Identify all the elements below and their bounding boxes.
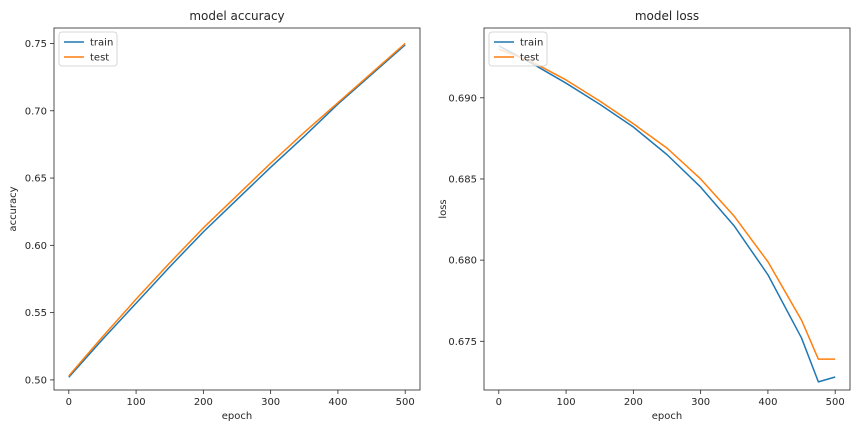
series-line-test — [498, 48, 836, 360]
x-axis-label: epoch — [652, 411, 682, 422]
y-tick-label: 0.70 — [25, 106, 47, 117]
y-tick-label: 0.55 — [25, 308, 47, 319]
y-tick-label: 0.65 — [25, 174, 47, 185]
y-tick-label: 0.60 — [25, 241, 47, 252]
x-tick-label: 300 — [261, 397, 280, 408]
legend: train test — [58, 31, 118, 67]
x-tick-label: 300 — [691, 397, 710, 408]
plot-area — [54, 28, 420, 390]
y-axis-label: loss — [438, 199, 449, 218]
x-tick-label: 400 — [758, 397, 777, 408]
legend-label-train: train — [520, 38, 543, 49]
series-line-train — [498, 45, 836, 383]
x-tick-label: 200 — [194, 397, 213, 408]
legend-label-test: test — [520, 53, 539, 64]
accuracy-chart: model accuracy 0 100 200 300 400 500 0.50 0.55 0.… — [8, 9, 421, 422]
y-tick-label: 0.675 — [448, 337, 477, 348]
series-line-train — [68, 44, 406, 378]
y-tick-label: 0.680 — [448, 256, 477, 267]
y-tick-label: 0.690 — [448, 93, 477, 104]
plot-area — [484, 28, 850, 390]
x-tick-label: 100 — [127, 397, 146, 408]
legend-label-train: train — [90, 38, 113, 49]
x-tick-label: 400 — [328, 397, 347, 408]
y-tick-label: 0.50 — [25, 375, 47, 386]
x-tick-label: 0 — [66, 397, 72, 408]
x-tick-label: 500 — [826, 397, 845, 408]
legend: train test — [488, 31, 548, 67]
x-tick-label: 200 — [624, 397, 643, 408]
axes-frame — [53, 27, 421, 391]
loss-chart: model loss 0 100 200 300 400 500 0.675 0.680 0.68… — [438, 9, 851, 422]
x-tick-label: 0 — [496, 397, 502, 408]
series-line-test — [68, 42, 406, 377]
x-tick-label: 500 — [396, 397, 415, 408]
y-tick-label: 0.685 — [448, 174, 477, 185]
x-tick-label: 100 — [557, 397, 576, 408]
chart-title: model loss — [635, 9, 699, 23]
legend-label-test: test — [90, 53, 109, 64]
y-axis-label: accuracy — [8, 186, 19, 231]
y-tick-label: 0.75 — [25, 39, 47, 50]
axes-frame — [483, 27, 851, 391]
x-axis-label: epoch — [222, 411, 252, 422]
chart-title: model accuracy — [189, 9, 284, 23]
